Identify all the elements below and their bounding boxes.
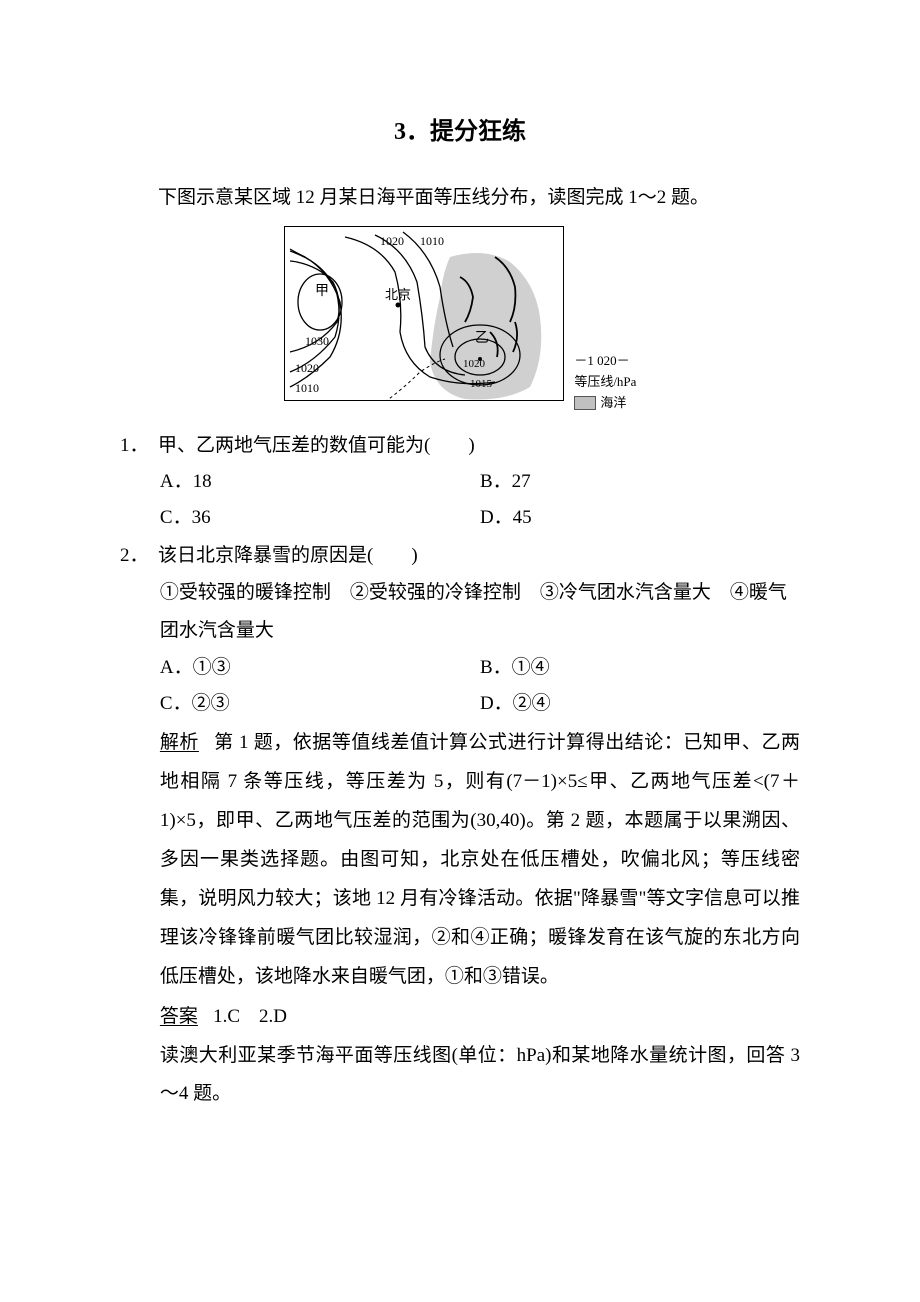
label-1030: 1030 (305, 334, 329, 348)
label-1020-top: 1020 (380, 234, 404, 248)
label-1010-left: 1010 (295, 381, 319, 395)
followup-text: 读澳大利亚某季节海平面等压线图(单位：hPa)和某地降水量统计图，回答 3～4 … (120, 1037, 800, 1113)
q2-stem: 该日北京降暴雪的原因是( ) (158, 538, 418, 574)
q1-option-d: D．45 (480, 500, 800, 536)
q2-number: 2． (120, 538, 158, 574)
label-1010-top: 1010 (420, 234, 444, 248)
legend-ocean-label: 海洋 (600, 393, 626, 414)
q2-option-d: D．②④ (480, 686, 800, 722)
q2-option-c: C．②③ (160, 686, 480, 722)
q2-option-b: B．①④ (480, 650, 800, 686)
q1-stem: 甲、乙两地气压差的数值可能为( ) (158, 428, 475, 464)
figure-container: 1020 1010 1030 1020 1010 甲 北京 乙 1020 101… (120, 226, 800, 414)
label-yi: 乙 (475, 330, 489, 346)
answer-label: 答案 (160, 1006, 198, 1027)
map-legend: －1 020－ 等压线/hPa 海洋 (574, 351, 636, 413)
q1-number: 1． (120, 428, 158, 464)
intro-text: 下图示意某区域 12 月某日海平面等压线分布，读图完成 1～2 题。 (120, 180, 800, 216)
label-jia: 甲 (315, 284, 329, 299)
question-2: 2． 该日北京降暴雪的原因是( ) ①受较强的暖锋控制 ②受较强的冷锋控制 ③冷… (120, 538, 800, 722)
label-beijing: 北京 (385, 287, 411, 302)
q1-option-a: A．18 (160, 464, 480, 500)
answer-text: 1.C 2.D (213, 1006, 287, 1027)
label-1020-left: 1020 (295, 361, 319, 375)
label-inner-1020: 1020 (463, 358, 486, 370)
isobar-map: 1020 1010 1030 1020 1010 甲 北京 乙 1020 101… (284, 226, 564, 401)
question-1: 1． 甲、乙两地气压差的数值可能为( ) A．18 B．27 C．36 D．45 (120, 428, 800, 536)
q2-sub-options: ①受较强的暖锋控制 ②受较强的冷锋控制 ③冷气团水汽含量大 ④暖气团水汽含量大 (120, 574, 800, 650)
label-inner-1015: 1015 (470, 378, 493, 390)
explain-label: 解析 (160, 732, 199, 753)
legend-isoline-label: －1 020－ (574, 351, 629, 372)
explain-text: 第 1 题，依据等值线差值计算公式进行计算得出结论：已知甲、乙两地相隔 7 条等… (160, 732, 800, 987)
legend-ocean-swatch (574, 396, 596, 410)
explanation: 解析第 1 题，依据等值线差值计算公式进行计算得出结论：已知甲、乙两地相隔 7 … (120, 724, 800, 997)
q1-option-b: B．27 (480, 464, 800, 500)
legend-isoline-desc: 等压线/hPa (574, 372, 636, 393)
q1-option-c: C．36 (160, 500, 480, 536)
q2-option-a: A．①③ (160, 650, 480, 686)
answer: 答案 1.C 2.D (120, 999, 800, 1035)
page-title: 3．提分狂练 (120, 110, 800, 156)
